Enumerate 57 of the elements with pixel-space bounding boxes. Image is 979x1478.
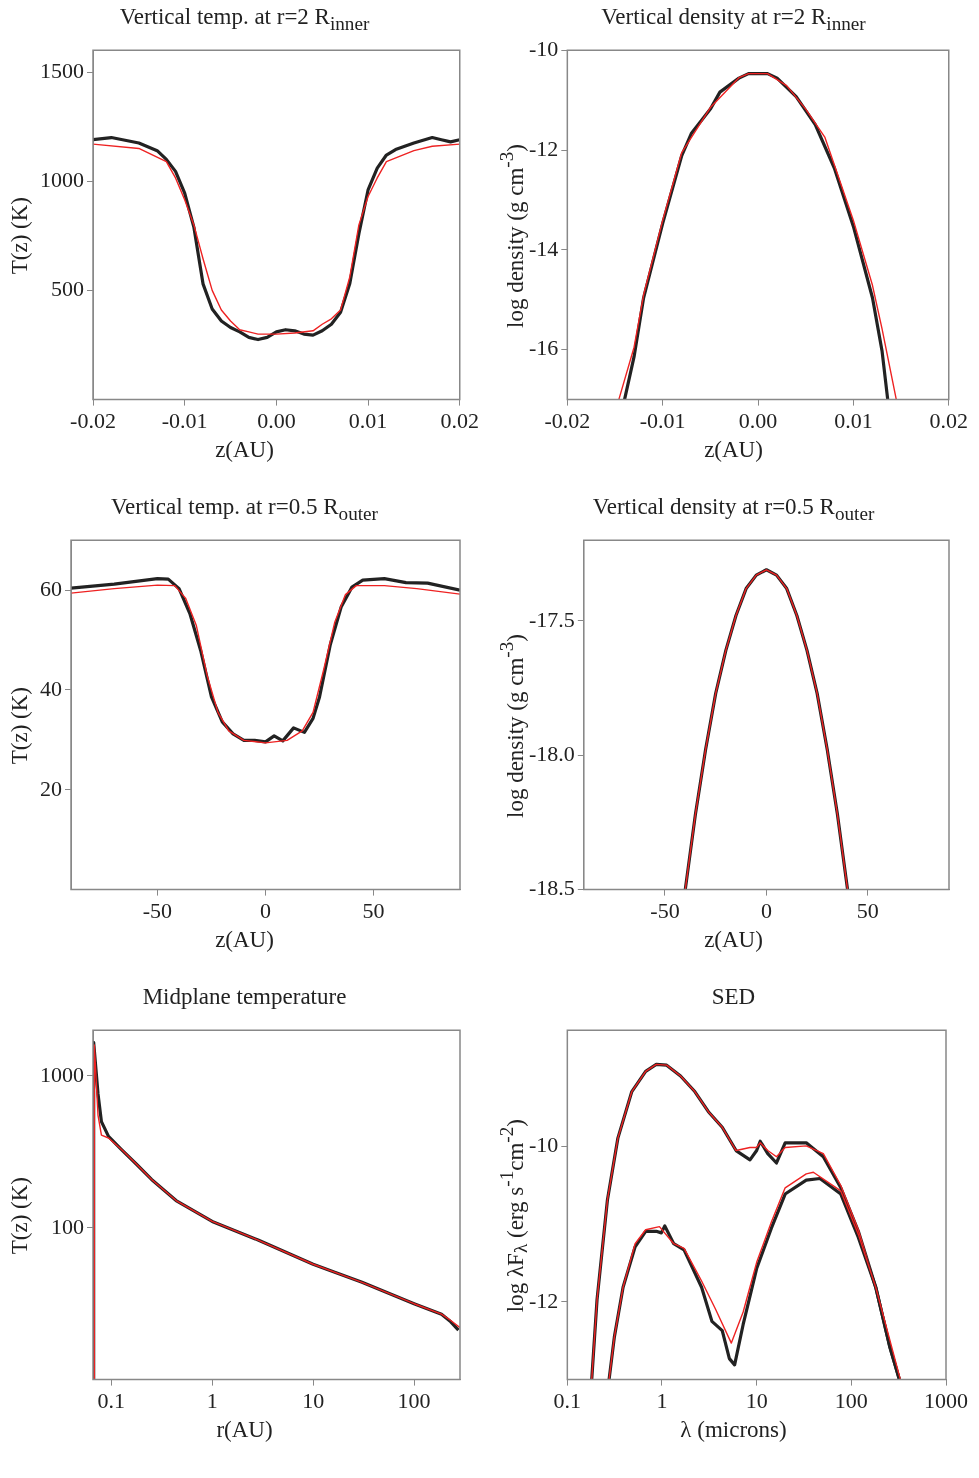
y-axis-title: T(z) (K): [7, 197, 33, 275]
y-tick-label: -18.0: [529, 741, 575, 766]
chart-title: Vertical density at r=2 R$_{inner}$: [601, 3, 866, 34]
x-tick-label: 1000: [924, 1387, 968, 1413]
y-tick-label: -12: [529, 135, 559, 161]
x-tick-label: 1: [206, 1387, 218, 1413]
x-tick-label: 10: [745, 1387, 768, 1413]
y-tick-label: 1000: [40, 167, 84, 193]
y-tick-label: 100: [51, 1213, 84, 1239]
chart-title: Vertical temp. at r=2 R$_{inner}$: [119, 3, 370, 34]
y-tick-label: 40: [40, 675, 62, 701]
y-tick-label: -18.5: [529, 875, 575, 901]
y-tick-label: 1500: [40, 57, 84, 83]
x-tick-label: 0.02: [440, 407, 479, 433]
y-axis-title: T(z) (K): [7, 1177, 33, 1255]
y-tick-label: -14: [529, 235, 559, 261]
x-tick-label: 50: [856, 897, 879, 923]
x-axis-title: z(AU): [215, 927, 274, 954]
chart-title: Midplane temperature: [142, 983, 347, 1011]
x-axis-title: λ (microns): [680, 1417, 787, 1444]
chart-title: Vertical temp. at r=0.5 R$_{outer}$: [111, 493, 378, 524]
x-tick-label: 0.01: [834, 407, 873, 433]
x-tick-label: 10: [302, 1387, 325, 1413]
x-tick-label: 100: [397, 1387, 431, 1413]
y-tick-label: 500: [51, 276, 84, 302]
x-axis-title: z(AU): [704, 927, 763, 954]
x-axis-title: z(AU): [215, 437, 274, 464]
x-tick-label: 100: [834, 1387, 868, 1413]
y-axis-title: T(z) (K): [7, 687, 33, 765]
x-tick-label: 0: [260, 897, 271, 923]
x-tick-label: 0.00: [738, 407, 778, 433]
y-tick-label: 20: [40, 775, 62, 801]
x-tick-label: -50: [142, 897, 173, 923]
x-tick-label: -50: [650, 897, 680, 923]
y-tick-label: -16: [529, 335, 559, 361]
x-tick-label: -0.01: [161, 407, 208, 433]
x-tick-label: 0.00: [257, 407, 296, 433]
x-tick-label: -0.02: [70, 407, 116, 433]
x-tick-label: 0.02: [929, 407, 968, 433]
y-tick-label: -10: [529, 35, 559, 61]
chart-title: SED: [711, 983, 756, 1011]
x-tick-label: 0.1: [553, 1387, 582, 1413]
y-tick-label: -17.5: [529, 606, 575, 632]
x-tick-label: 50: [362, 897, 385, 923]
x-tick-label: -0.02: [544, 407, 591, 433]
x-axis-title: r(AU): [216, 1417, 273, 1444]
y-tick-label: 60: [40, 575, 62, 601]
y-tick-label: -10: [529, 1132, 559, 1158]
chart-title: Vertical density at r=0.5 R$_{outer}$: [592, 493, 875, 524]
x-tick-label: -0.01: [639, 407, 686, 433]
x-tick-label: 1: [656, 1387, 668, 1413]
x-tick-label: 0: [760, 897, 772, 923]
x-tick-label: 0.01: [348, 407, 388, 433]
y-tick-label: 1000: [40, 1061, 84, 1087]
x-tick-label: 0.1: [97, 1387, 125, 1413]
x-axis-title: z(AU): [704, 437, 763, 464]
y-tick-label: -12: [529, 1287, 559, 1313]
